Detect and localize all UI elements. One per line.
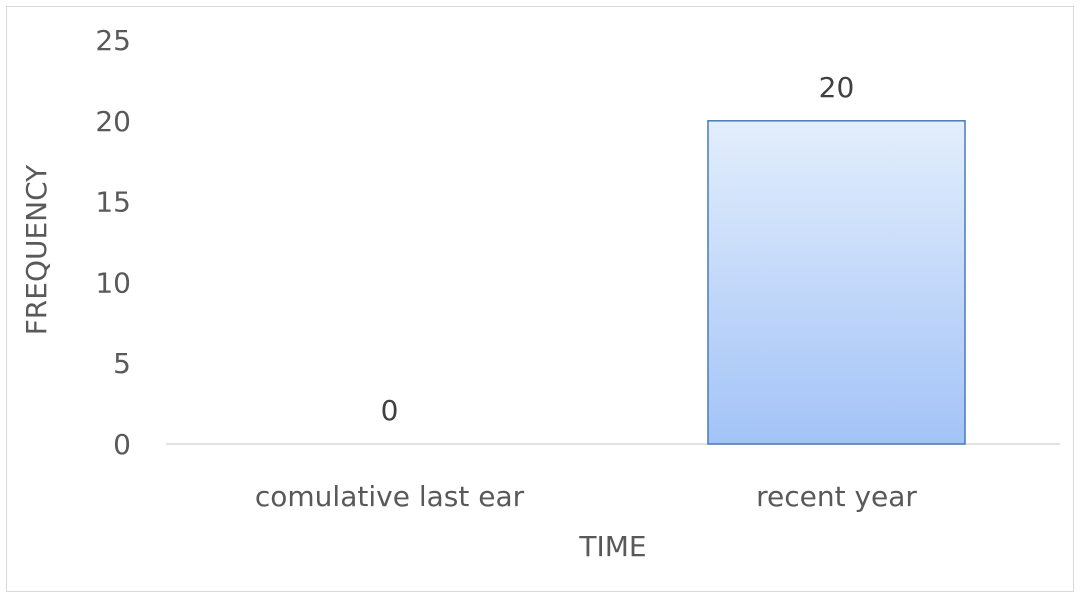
y-tick-label: 10 (95, 266, 131, 299)
x-tick-label: recent year (756, 480, 917, 513)
bar-data-label: 0 (381, 394, 399, 427)
bar (707, 120, 966, 445)
y-tick-label: 20 (95, 105, 131, 138)
y-tick-label: 25 (95, 24, 131, 57)
bar-data-label: 20 (819, 71, 855, 104)
bars (707, 120, 966, 445)
y-axis-ticks: 0 5 10 15 20 25 (95, 24, 131, 461)
y-tick-label: 5 (113, 347, 131, 380)
y-axis-title: FREQUENCY (20, 164, 53, 335)
y-tick-label: 15 (95, 186, 131, 219)
y-tick-label: 0 (113, 428, 131, 461)
x-axis-title: TIME (578, 530, 646, 563)
x-tick-label: comulative last ear (255, 480, 525, 513)
data-labels: 0 20 (381, 71, 855, 427)
x-axis-ticks: comulative last ear recent year (255, 480, 918, 513)
